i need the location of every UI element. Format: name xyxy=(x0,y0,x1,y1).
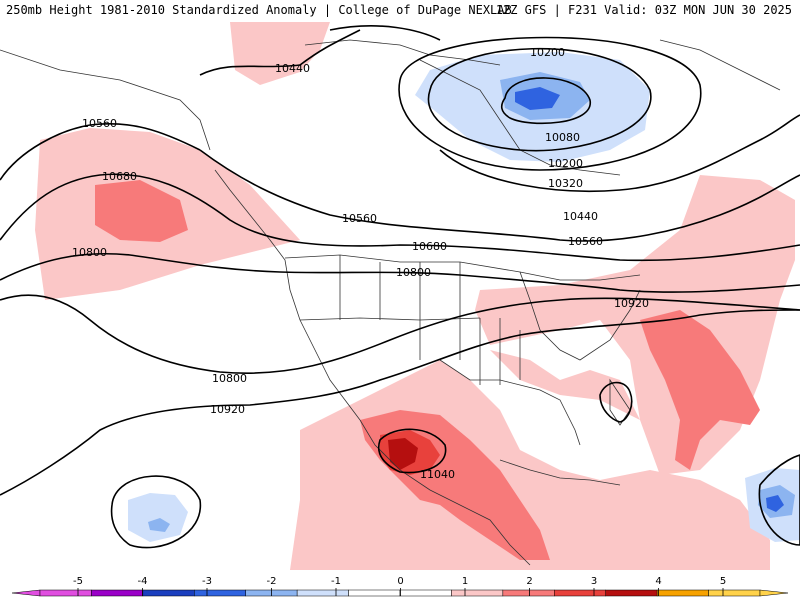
positive-anomaly-strong-areas xyxy=(380,430,440,475)
colorbar-tick-label: 5 xyxy=(720,576,726,587)
contour-label: 10800 xyxy=(72,246,107,259)
colorbar-swatch xyxy=(554,589,606,597)
colorbar-tick-label: 0 xyxy=(397,576,403,587)
contour-label: 10920 xyxy=(210,403,245,416)
anomaly-colorbar: -5 -4 -3 -2 -1 0 1 2 3 4 5 xyxy=(11,576,789,597)
colorbar-swatch xyxy=(656,589,709,597)
contour-label-group: 10200 10440 10080 10200 10320 10560 1068… xyxy=(72,46,649,481)
colorbar-swatch xyxy=(605,589,658,597)
colorbar-tick-label: 4 xyxy=(655,576,661,587)
colorbar-swatch xyxy=(142,589,195,597)
contour-label: 10800 xyxy=(212,372,247,385)
colorbar-swatches xyxy=(11,589,789,597)
contour-label: 10560 xyxy=(342,212,377,225)
negative-anomaly-areas xyxy=(128,52,800,542)
map-title: 250mb Height 1981-2010 Standardized Anom… xyxy=(6,3,512,17)
model-valid-time: 12Z GFS | F231 Valid: 03Z MON JUN 30 202… xyxy=(495,3,792,17)
colorbar-swatch xyxy=(194,589,246,597)
contour-label: 10560 xyxy=(82,117,117,130)
contour-label: 10920 xyxy=(614,297,649,310)
anomaly-map: 10200 10440 10080 10200 10320 10560 1068… xyxy=(0,20,800,570)
contour-label: 10200 xyxy=(548,157,583,170)
colorbar-swatch xyxy=(296,589,349,597)
colorbar-swatch xyxy=(399,589,452,597)
contour-label: 10200 xyxy=(530,46,565,59)
colorbar-right-arrow xyxy=(759,589,789,597)
contour-label: 10800 xyxy=(396,266,431,279)
colorbar-tick-label: -3 xyxy=(202,576,212,587)
map-header: 250mb Height 1981-2010 Standardized Anom… xyxy=(0,0,800,20)
contour-label: 10320 xyxy=(548,177,583,190)
contour-label: 10440 xyxy=(563,210,598,223)
contour-label: 10680 xyxy=(102,170,137,183)
colorbar-swatch xyxy=(39,589,92,597)
colorbar-ticks: -5 -4 -3 -2 -1 0 1 2 3 4 5 xyxy=(73,576,726,596)
colorbar-tick-label: 3 xyxy=(591,576,597,587)
colorbar-left-arrow xyxy=(11,589,41,597)
contour-label: 10680 xyxy=(412,240,447,253)
contour-label: 10440 xyxy=(275,62,310,75)
colorbar-tick-label: -2 xyxy=(267,576,277,587)
colorbar-tick-label: -4 xyxy=(138,576,148,587)
colorbar-swatch xyxy=(708,589,761,597)
contour-label: 10560 xyxy=(568,235,603,248)
colorbar-swatch xyxy=(91,589,144,597)
colorbar-tick-label: -1 xyxy=(331,576,341,587)
colorbar-swatch xyxy=(451,589,504,597)
contour-label: 11040 xyxy=(420,468,455,481)
colorbar-tick-label: 1 xyxy=(462,576,468,587)
contour-label: 10080 xyxy=(545,131,580,144)
colorbar-tick-label: 2 xyxy=(526,576,532,587)
colorbar-swatch xyxy=(502,589,555,597)
colorbar-swatch xyxy=(348,589,401,597)
colorbar-tick-label: -5 xyxy=(73,576,83,587)
